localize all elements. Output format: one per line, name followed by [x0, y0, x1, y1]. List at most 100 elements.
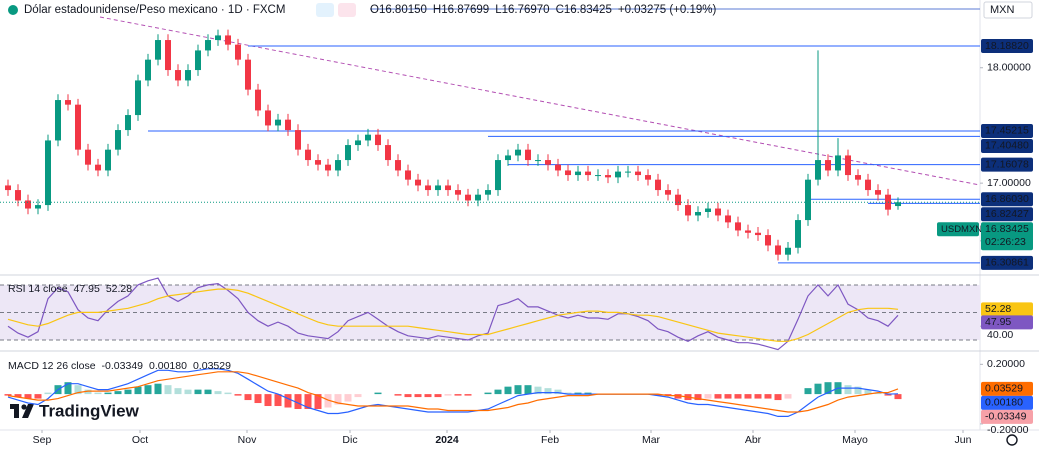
candle-body [75, 104, 81, 150]
histogram-bar [574, 392, 582, 395]
histogram-bar [894, 394, 902, 400]
ohlc-value: C16.83425 [556, 4, 612, 16]
price-badge [981, 207, 1033, 222]
candle-body [845, 155, 851, 176]
histogram-bar [44, 392, 52, 395]
candle-body [775, 245, 781, 255]
candle-body [495, 160, 501, 191]
price-badge-label: 47.95 [985, 316, 1011, 328]
y-tick-label: 0.20000 [987, 358, 1025, 370]
price-badge-label: 17.16078 [985, 158, 1029, 170]
candle-body [145, 59, 151, 81]
pane-value: 0.03529 [193, 360, 231, 372]
candle-body [45, 140, 51, 206]
candle-body [715, 208, 721, 216]
x-tick-label: 2024 [435, 434, 459, 446]
indicator-line [7, 288, 899, 342]
candle-body [95, 164, 101, 171]
histogram-bar [34, 394, 42, 399]
histogram-bar [814, 383, 822, 395]
histogram-bar [174, 388, 182, 395]
histogram-bar [804, 388, 812, 395]
histogram-bar [134, 386, 142, 395]
histogram-bar [464, 394, 472, 396]
candle-body [605, 175, 611, 178]
candle-body [725, 215, 731, 223]
price-badge-label: 52.28 [985, 303, 1011, 315]
histogram-bar [164, 385, 172, 395]
x-tick-label: Dic [342, 434, 357, 446]
x-tick-label: Abr [745, 434, 762, 446]
candle-body [505, 155, 511, 161]
candle-body [485, 190, 491, 195]
x-tick-label: Nov [238, 434, 257, 446]
histogram-bar [94, 392, 102, 395]
histogram-bar [344, 394, 352, 402]
candle-body [805, 179, 811, 221]
histogram-bar [874, 392, 882, 395]
candle-body [355, 140, 361, 146]
histogram-bar [184, 389, 192, 395]
histogram-bar [564, 392, 572, 395]
currency-box[interactable] [983, 1, 1033, 19]
price-badge [981, 315, 1033, 330]
candle-body [445, 185, 451, 191]
chart-title: Dólar estadounidense/Peso mexicano · 1D … [24, 4, 285, 16]
ohlc-value: L16.76970 [495, 4, 549, 16]
x-tick-label: Jun [955, 434, 972, 446]
price-badge-label: 17.40480 [985, 140, 1029, 152]
candle-body [665, 190, 671, 195]
icon-button[interactable] [316, 3, 334, 17]
histogram-bar [724, 394, 732, 399]
candle-body [85, 149, 91, 165]
settings-icon[interactable] [1006, 434, 1018, 446]
candle-body [815, 160, 821, 180]
histogram-bar [734, 394, 742, 399]
histogram-bar [584, 392, 592, 395]
candle-body [735, 222, 741, 231]
symbol-badge [937, 222, 979, 237]
histogram-bar [64, 382, 72, 395]
histogram-bar [534, 386, 542, 395]
indicator-line [7, 368, 899, 417]
histogram-bar [444, 394, 452, 396]
candle-body [585, 171, 591, 176]
histogram-bar [264, 394, 272, 407]
histogram-bar [774, 394, 782, 401]
histogram-bar [4, 394, 12, 396]
histogram-bar [194, 389, 202, 395]
histogram-bar [24, 394, 32, 399]
indicator-line [7, 277, 899, 351]
y-tick-label: 40.00 [987, 329, 1013, 341]
candle-body [265, 110, 271, 126]
price-badge [981, 123, 1033, 138]
histogram-bar [394, 394, 402, 396]
histogram-bar [304, 394, 312, 409]
candle-body [365, 134, 371, 141]
price-badge-label: 16.82427 [985, 208, 1029, 220]
candle-body [475, 194, 481, 201]
histogram-bar [374, 392, 382, 395]
candle-body [875, 190, 881, 195]
indicator-line [7, 371, 899, 413]
price-badge-label: 16.30861 [985, 257, 1029, 269]
candle-body [565, 170, 571, 176]
candle-body [225, 35, 231, 45]
price-badge-label: 16.86030 [985, 193, 1029, 205]
candle-body [655, 179, 661, 191]
candle-body [865, 179, 871, 191]
candle-body [15, 190, 21, 201]
candle-body [275, 119, 281, 126]
price-badge-label: -0.03349 [985, 411, 1027, 423]
candle-body [635, 171, 641, 176]
icon-button[interactable] [338, 3, 356, 17]
candle-body [535, 160, 541, 162]
logo-mark [14, 404, 19, 418]
candle-body [835, 155, 841, 171]
candle-body [685, 205, 691, 216]
histogram-bar [204, 389, 212, 395]
y-tick-label: -0.20000 [987, 424, 1029, 436]
candle-body [125, 115, 131, 131]
countdown: 02:26:23 [985, 236, 1026, 248]
